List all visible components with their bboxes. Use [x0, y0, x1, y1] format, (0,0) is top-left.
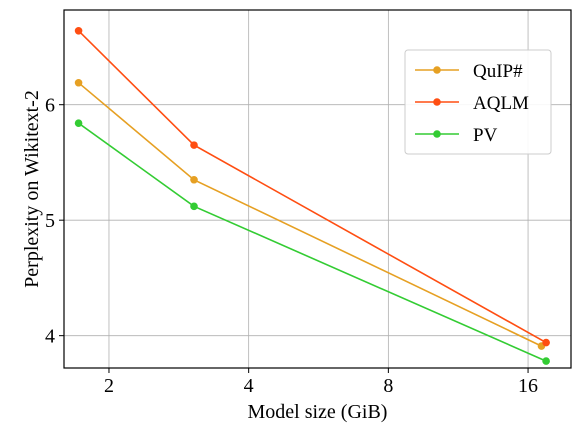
data-point-aqlm [542, 338, 550, 347]
x-tick-label: 4 [244, 375, 254, 397]
data-point-aqlm [190, 141, 198, 149]
legend-label-quip: QuIP# [473, 61, 523, 82]
plot-frame [63, 9, 572, 369]
legend-marker-quip [433, 66, 441, 74]
legend: QuIP# AQLM PV [404, 49, 552, 155]
series-line-pv [78, 122, 547, 362]
legend-marker-pv [433, 130, 441, 138]
y-tick-label: 5 [45, 210, 55, 232]
data-point-pv [542, 357, 550, 365]
data-point-quip [74, 78, 83, 87]
x-tick-label: 16 [518, 375, 538, 397]
data-point-pv [190, 202, 198, 211]
legend-label-pv: PV [473, 125, 498, 146]
series-lines [74, 26, 550, 365]
data-point-aqlm [74, 26, 83, 35]
y-tick-label: 4 [45, 326, 55, 348]
legend-box [404, 49, 552, 155]
axis-ticks: 2 4 8 16 4 5 6 [45, 95, 538, 397]
x-tick-label: 8 [383, 375, 393, 397]
data-point-pv [74, 119, 83, 127]
x-axis-label: Model size (GiB) [248, 401, 388, 423]
y-tick-label: 6 [45, 95, 55, 117]
y-axis-label: Perplexity on Wikitext-2 [21, 90, 43, 288]
data-point-quip [190, 175, 198, 184]
x-tick-label: 2 [104, 375, 114, 397]
legend-label-aqlm: AQLM [473, 93, 529, 114]
legend-marker-aqlm [433, 98, 441, 106]
